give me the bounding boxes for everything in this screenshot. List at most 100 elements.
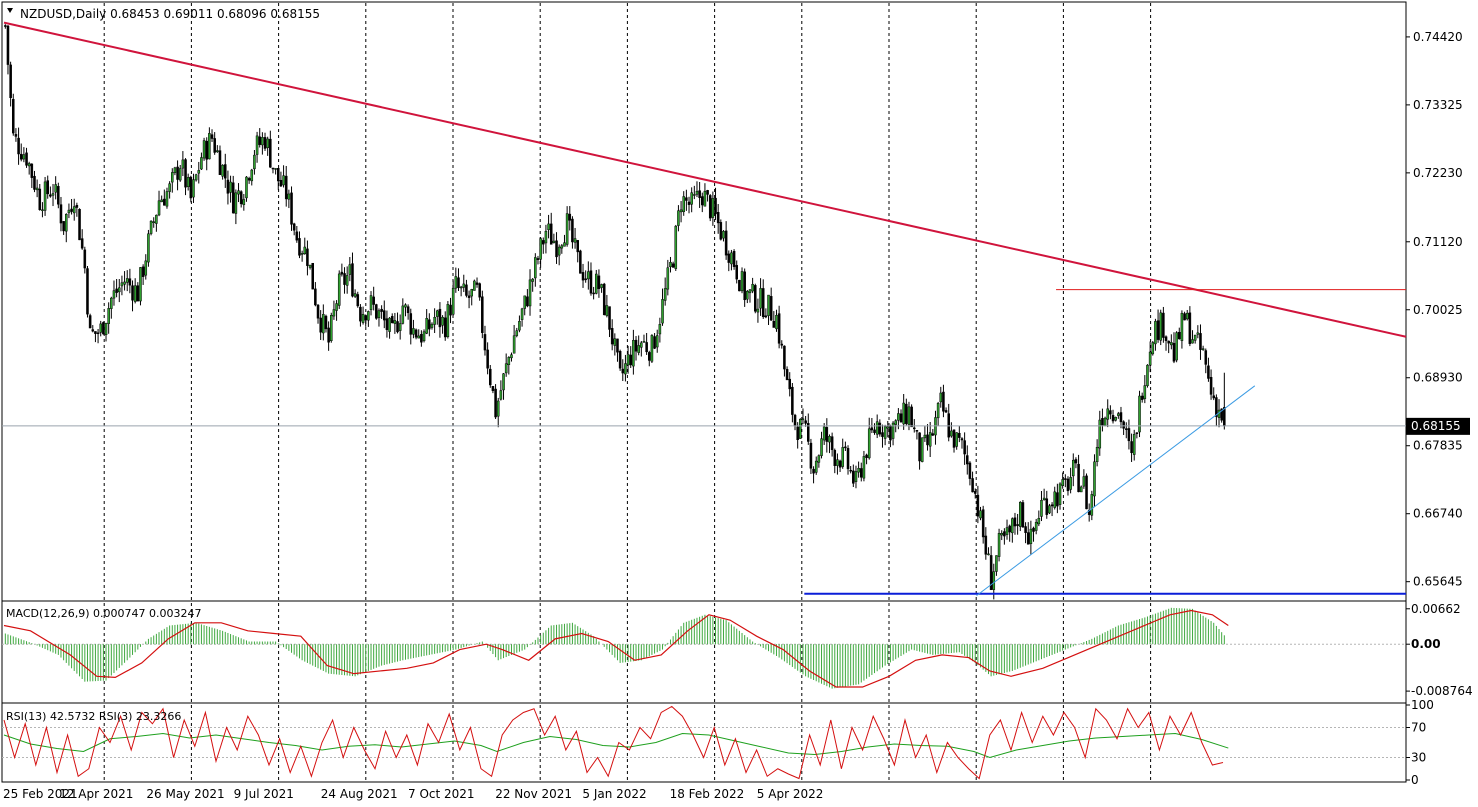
price-panel[interactable]: 0.74420 0.73325 0.72230 0.71120 0.70025 0.689…: [2, 21, 1463, 600]
candle-body: [436, 310, 439, 317]
candle-body: [520, 308, 524, 320]
candle-body: [425, 318, 428, 334]
candle-body: [987, 553, 990, 556]
candle-body: [748, 289, 752, 294]
trendline-down-line[interactable]: [3, 21, 1407, 338]
candle-body: [247, 178, 251, 181]
candle-body: [618, 351, 622, 369]
candle-body: [777, 313, 781, 344]
rsi-panel[interactable]: 100 70 30 0: [2, 698, 1434, 787]
candle-body: [610, 328, 614, 345]
candle-body: [1095, 446, 1099, 462]
candle-body: [1066, 478, 1070, 492]
candle-body: [716, 212, 720, 224]
candle-body: [984, 535, 988, 555]
candle-body: [526, 296, 529, 307]
time-tick-label: 25 Feb 2021: [3, 787, 78, 801]
candle-body: [1193, 334, 1197, 341]
candle-body: [844, 446, 847, 449]
candle-body: [35, 187, 39, 191]
candle-body: [571, 218, 574, 243]
candle-body: [478, 283, 481, 298]
candle-body: [958, 432, 961, 438]
candle-body: [1175, 332, 1178, 361]
macd-panel[interactable]: 0.00662 0.00 -0.008764: [2, 602, 1473, 698]
candle-body: [1058, 483, 1062, 505]
candle-body: [504, 363, 508, 374]
candle-body: [314, 288, 317, 306]
time-tick-label: 9 Jul 2021: [234, 787, 294, 801]
candle-body: [475, 282, 479, 285]
candle-body: [602, 283, 606, 315]
candle-body: [1114, 417, 1117, 421]
candle-body: [1154, 321, 1157, 345]
collapse-triangle-icon[interactable]: [7, 8, 13, 13]
candle-body: [581, 272, 585, 281]
candle-body: [375, 304, 378, 319]
candle-body: [30, 163, 34, 178]
candle-body: [695, 190, 699, 195]
rsi-levels: [2, 727, 1406, 758]
candle-body: [799, 418, 802, 439]
candle-body: [873, 429, 876, 433]
candle-body: [449, 304, 452, 316]
candle-body: [499, 390, 503, 400]
candle-body: [202, 140, 206, 159]
candle-body: [523, 295, 527, 309]
candle-body: [481, 296, 484, 333]
current-price-tag: 0.68155: [1406, 417, 1470, 435]
candle-body: [27, 163, 31, 167]
candle-body: [1117, 413, 1120, 416]
candle-body: [1164, 336, 1168, 341]
candle-body: [125, 278, 129, 283]
price-tick-label: 0.68930: [1413, 371, 1463, 385]
candle-body: [72, 206, 76, 214]
candle-body: [171, 172, 174, 183]
rsi-tick-label: 30: [1411, 751, 1426, 765]
candle-body: [849, 469, 852, 472]
candle-body: [687, 201, 691, 205]
rsi3-line: [3, 705, 1224, 780]
drawn-lines[interactable]: [2, 21, 1407, 597]
candle-body: [512, 335, 516, 354]
candle-body: [19, 153, 23, 160]
candle-body: [595, 273, 598, 294]
candle-body: [245, 176, 248, 199]
candle-body: [398, 323, 402, 331]
candle-body: [1106, 408, 1109, 420]
candle-body: [83, 249, 87, 269]
candle-body: [899, 413, 903, 423]
candle-body: [772, 320, 776, 328]
candle-body: [298, 238, 301, 256]
time-tick-label: 24 Aug 2021: [321, 787, 398, 801]
candle-body: [528, 279, 532, 307]
candle-body: [216, 150, 219, 153]
candle-body: [322, 314, 325, 334]
candle-body: [825, 427, 829, 442]
candle-body: [205, 140, 208, 160]
candle-body: [897, 413, 900, 421]
candle-body: [454, 276, 458, 289]
candle-body: [1008, 525, 1011, 533]
candle-body: [139, 267, 142, 302]
macd-signal-line: [3, 609, 1229, 688]
candle-body: [163, 198, 166, 206]
candle-body: [483, 334, 487, 351]
candle-body: [703, 190, 707, 207]
candle-body: [1061, 479, 1064, 486]
candle-body: [743, 271, 746, 301]
candle-body: [860, 468, 863, 478]
candle-body: [51, 193, 55, 196]
candle-body: [231, 182, 235, 214]
candle-body: [539, 238, 542, 260]
candle-body: [242, 199, 246, 205]
trendline-up-line[interactable]: [976, 385, 1256, 597]
candle-body: [218, 150, 222, 175]
candle-body: [311, 262, 315, 290]
candle-body: [86, 268, 89, 315]
candle-body: [133, 285, 137, 302]
candle-body: [830, 436, 834, 450]
candle-body: [441, 316, 444, 326]
candle-body: [62, 221, 65, 232]
